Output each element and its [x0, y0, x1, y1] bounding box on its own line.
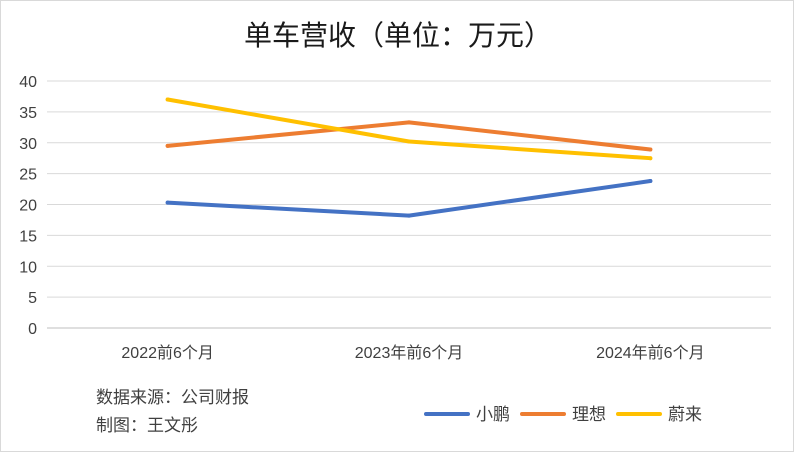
x-tick-label: 2024年前6个月: [596, 344, 705, 362]
data-point: [648, 156, 653, 161]
y-tick-label: 5: [28, 290, 37, 307]
series-lines: [165, 97, 653, 218]
series-line-0: [165, 179, 653, 218]
x-tick-label: 2023年前6个月: [355, 344, 464, 362]
data-point: [165, 97, 170, 102]
y-tick-label: 20: [19, 198, 37, 215]
data-point: [407, 139, 411, 144]
legend-label: 理想: [572, 405, 606, 425]
y-tick-label: 30: [19, 136, 37, 153]
data-point: [407, 213, 411, 218]
y-axis-ticks: 0 5 10 15 20 25 30 35 40: [19, 74, 37, 338]
legend: 小鹏 理想 蔚来: [424, 405, 702, 425]
data-point: [407, 120, 411, 125]
chart-author-text: 制图：王文彤: [96, 416, 198, 436]
data-source-text: 数据来源：公司财报: [96, 388, 249, 408]
y-tick-label: 25: [19, 167, 37, 184]
data-point: [165, 143, 170, 148]
grid-lines: [47, 80, 771, 329]
series-line-1: [165, 120, 653, 152]
y-tick-label: 40: [19, 74, 37, 91]
legend-label: 小鹏: [476, 405, 510, 425]
data-point: [165, 200, 170, 205]
series-line-2: [165, 97, 653, 161]
y-tick-label: 10: [19, 259, 37, 276]
data-point: [648, 147, 653, 152]
y-tick-label: 0: [28, 321, 37, 338]
chart-title: 单车营收（单位：万元）: [244, 19, 552, 52]
x-tick-label: 2022前6个月: [121, 344, 214, 362]
y-tick-label: 35: [19, 105, 37, 122]
y-tick-label: 15: [19, 228, 37, 245]
data-point: [648, 179, 653, 184]
x-axis-ticks: 2022前6个月 2023年前6个月 2024年前6个月: [121, 344, 704, 362]
legend-label: 蔚来: [668, 405, 702, 425]
